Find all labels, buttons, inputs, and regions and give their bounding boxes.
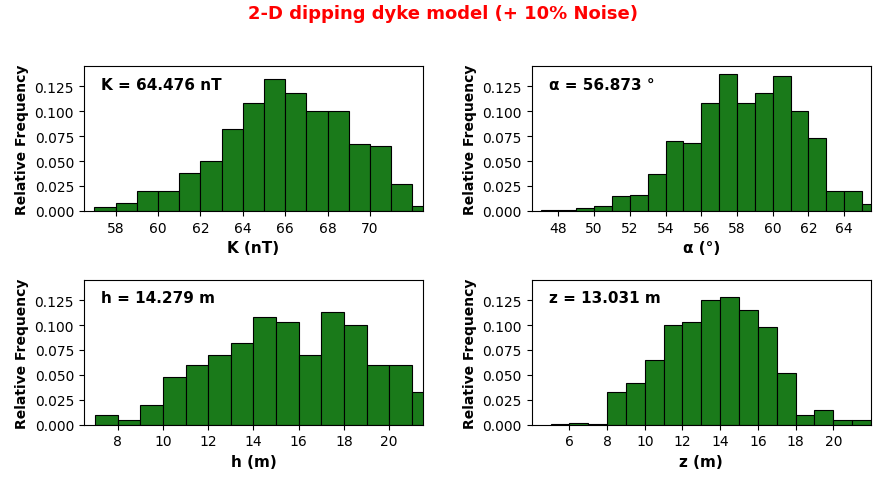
Bar [344, 325, 367, 425]
Bar [413, 207, 434, 212]
Bar [862, 204, 880, 212]
Bar [612, 197, 630, 212]
Bar [322, 313, 344, 425]
Text: 2-D dipping dyke model (+ 10% Noise): 2-D dipping dyke model (+ 10% Noise) [248, 5, 638, 23]
Bar [796, 415, 814, 425]
Bar [200, 162, 222, 212]
Bar [683, 144, 702, 212]
Bar [626, 383, 645, 425]
Bar [844, 192, 862, 212]
Bar [412, 392, 434, 425]
Bar [231, 343, 253, 425]
Bar [814, 410, 834, 425]
Bar [264, 80, 285, 212]
Bar [719, 75, 737, 212]
Bar [163, 377, 185, 425]
X-axis label: K (nT): K (nT) [228, 241, 279, 256]
Bar [95, 415, 118, 425]
Bar [208, 355, 231, 425]
Bar [179, 174, 200, 212]
Bar [550, 424, 570, 425]
Bar [790, 112, 809, 212]
Text: h = 14.279 m: h = 14.279 m [101, 291, 214, 306]
X-axis label: z (m): z (m) [680, 454, 723, 469]
Bar [115, 203, 136, 212]
Bar [664, 325, 682, 425]
Bar [702, 104, 719, 212]
Bar [457, 410, 479, 425]
Bar [389, 365, 412, 425]
Bar [158, 192, 179, 212]
Bar [777, 373, 796, 425]
Bar [645, 360, 664, 425]
X-axis label: α (°): α (°) [683, 241, 720, 256]
Bar [827, 192, 844, 212]
Bar [367, 365, 389, 425]
Bar [95, 208, 115, 212]
Bar [276, 322, 299, 425]
Bar [739, 311, 758, 425]
Bar [630, 196, 648, 212]
Bar [648, 175, 665, 212]
Bar [285, 94, 307, 212]
Bar [702, 301, 720, 425]
Y-axis label: Relative Frequency: Relative Frequency [462, 278, 477, 428]
Bar [434, 204, 455, 212]
Text: α = 56.873 °: α = 56.873 ° [548, 77, 654, 92]
Bar [243, 104, 264, 212]
Bar [307, 112, 328, 212]
Text: z = 13.031 m: z = 13.031 m [548, 291, 660, 306]
Y-axis label: Relative Frequency: Relative Frequency [15, 278, 29, 428]
Y-axis label: Relative Frequency: Relative Frequency [15, 64, 29, 214]
Bar [576, 209, 595, 212]
Bar [540, 211, 558, 212]
Bar [737, 104, 755, 212]
Bar [607, 392, 626, 425]
Bar [558, 211, 576, 212]
Bar [665, 142, 683, 212]
Bar [328, 112, 349, 212]
Bar [758, 327, 777, 425]
Text: K = 64.476 nT: K = 64.476 nT [101, 77, 222, 92]
Bar [392, 184, 413, 212]
Bar [118, 420, 140, 425]
Bar [852, 420, 871, 425]
Bar [755, 94, 773, 212]
X-axis label: h (m): h (m) [230, 454, 276, 469]
Bar [185, 365, 208, 425]
Bar [773, 77, 790, 212]
Bar [834, 420, 852, 425]
Bar [479, 419, 502, 425]
Bar [434, 400, 457, 425]
Bar [140, 405, 163, 425]
Bar [349, 145, 370, 212]
Bar [809, 139, 827, 212]
Bar [222, 130, 243, 212]
Bar [595, 207, 612, 212]
Bar [720, 298, 739, 425]
Bar [682, 322, 702, 425]
Bar [136, 192, 158, 212]
Y-axis label: Relative Frequency: Relative Frequency [462, 64, 477, 214]
Bar [299, 355, 322, 425]
Bar [253, 318, 276, 425]
Bar [502, 420, 525, 425]
Bar [370, 147, 392, 212]
Bar [588, 424, 607, 425]
Bar [570, 423, 588, 425]
